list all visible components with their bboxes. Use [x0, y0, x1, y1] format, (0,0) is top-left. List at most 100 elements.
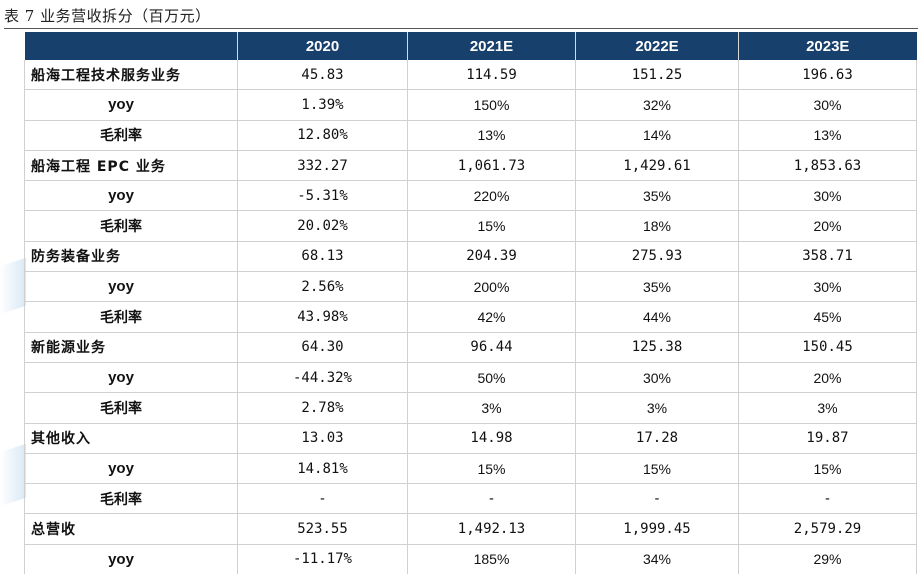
value-cell: 3% — [575, 392, 739, 424]
value-cell: 125.38 — [575, 331, 739, 363]
value-cell: 44% — [575, 301, 739, 333]
value-cell: 34% — [575, 543, 739, 574]
row-label: 毛利率 — [24, 392, 238, 424]
value-cell: 18% — [575, 210, 739, 242]
value-cell: 185% — [407, 543, 576, 574]
row-label: 船海工程 EPC 业务 — [24, 149, 238, 181]
table-row: 毛利率 2.78% 3% 3% 3% — [24, 392, 917, 424]
table-row: 其他收入 13.03 14.98 17.28 19.87 — [24, 422, 917, 454]
header-cell-blank — [24, 32, 238, 60]
value-cell: 42% — [407, 301, 576, 333]
value-cell: 30% — [575, 361, 739, 393]
value-cell: -44.32% — [237, 361, 408, 393]
value-cell: -5.31% — [237, 180, 408, 211]
value-cell: 150.45 — [738, 331, 917, 363]
value-cell: 220% — [407, 180, 576, 211]
value-cell: 15% — [575, 452, 739, 484]
row-label: 毛利率 — [24, 301, 238, 333]
table-header-row: 2020 2021E 2022E 2023E — [24, 32, 917, 60]
value-cell: 14% — [575, 119, 739, 151]
table-row: yoy -5.31% 220% 35% 30% — [24, 180, 917, 211]
value-cell: 2.56% — [237, 271, 408, 302]
row-label: yoy — [24, 452, 238, 484]
table-row: 毛利率 - - - - — [24, 483, 917, 514]
value-cell: 64.30 — [237, 331, 408, 363]
background-watermark-stripe — [0, 443, 26, 507]
value-cell: 96.44 — [407, 331, 576, 363]
value-cell: - — [407, 483, 576, 514]
table-row: 毛利率 20.02% 15% 18% 20% — [24, 210, 917, 242]
value-cell: 275.93 — [575, 240, 739, 272]
value-cell: 50% — [407, 361, 576, 393]
value-cell: 3% — [738, 392, 917, 424]
table-row: 毛利率 43.98% 42% 44% 45% — [24, 301, 917, 333]
header-cell-year: 2023E — [738, 32, 917, 60]
value-cell: 30% — [738, 89, 917, 121]
value-cell: 151.25 — [575, 60, 739, 90]
value-cell: 45% — [738, 301, 917, 333]
row-label: yoy — [24, 271, 238, 302]
value-cell: 32% — [575, 89, 739, 121]
row-label: 新能源业务 — [24, 331, 238, 363]
table-row: yoy 14.81% 15% 15% 15% — [24, 452, 917, 484]
value-cell: 13.03 — [237, 422, 408, 454]
value-cell: 1.39% — [237, 89, 408, 121]
value-cell: 45.83 — [237, 60, 408, 90]
value-cell: 1,061.73 — [407, 149, 576, 181]
row-label: 毛利率 — [24, 483, 238, 514]
value-cell: 204.39 — [407, 240, 576, 272]
revenue-breakdown-table: 2020 2021E 2022E 2023E 船海工程技术服务业务 45.83 11… — [24, 32, 917, 574]
value-cell: 1,429.61 — [575, 149, 739, 181]
value-cell: 68.13 — [237, 240, 408, 272]
value-cell: 150% — [407, 89, 576, 121]
table-row: yoy -11.17% 185% 34% 29% — [24, 543, 917, 574]
row-label: 总营收 — [24, 513, 238, 545]
value-cell: 12.80% — [237, 119, 408, 151]
value-cell: 196.63 — [738, 60, 917, 90]
row-label: 毛利率 — [24, 119, 238, 151]
row-label: 其他收入 — [24, 422, 238, 454]
value-cell: 1,492.13 — [407, 513, 576, 545]
value-cell: 13% — [738, 119, 917, 151]
value-cell: 358.71 — [738, 240, 917, 272]
value-cell: 2.78% — [237, 392, 408, 424]
table-caption: 表 7 业务营收拆分（百万元） — [4, 7, 211, 25]
value-cell: 3% — [407, 392, 576, 424]
value-cell: 200% — [407, 271, 576, 302]
value-cell: 17.28 — [575, 422, 739, 454]
caption-rule — [4, 28, 918, 29]
value-cell: 20% — [738, 210, 917, 242]
row-label: yoy — [24, 361, 238, 393]
row-label: 船海工程技术服务业务 — [24, 60, 238, 90]
value-cell: 523.55 — [237, 513, 408, 545]
table-row: 船海工程技术服务业务 45.83 114.59 151.25 196.63 — [24, 60, 917, 90]
value-cell: 14.98 — [407, 422, 576, 454]
row-label: yoy — [24, 89, 238, 121]
value-cell: 20.02% — [237, 210, 408, 242]
value-cell: 332.27 — [237, 149, 408, 181]
background-watermark-stripe — [0, 257, 26, 315]
table-row: yoy -44.32% 50% 30% 20% — [24, 361, 917, 393]
value-cell: 114.59 — [407, 60, 576, 90]
value-cell: 1,999.45 — [575, 513, 739, 545]
header-cell-year: 2020 — [237, 32, 408, 60]
table-row: yoy 1.39% 150% 32% 30% — [24, 89, 917, 121]
value-cell: 35% — [575, 180, 739, 211]
value-cell: 19.87 — [738, 422, 917, 454]
value-cell: 15% — [407, 210, 576, 242]
table-row: 船海工程 EPC 业务 332.27 1,061.73 1,429.61 1,853.6… — [24, 149, 917, 181]
header-cell-year: 2022E — [575, 32, 739, 60]
value-cell: 30% — [738, 271, 917, 302]
value-cell: 15% — [738, 452, 917, 484]
value-cell: - — [575, 483, 739, 514]
value-cell: 43.98% — [237, 301, 408, 333]
value-cell: - — [738, 483, 917, 514]
table-row: 防务装备业务 68.13 204.39 275.93 358.71 — [24, 240, 917, 272]
value-cell: 2,579.29 — [738, 513, 917, 545]
row-label: 毛利率 — [24, 210, 238, 242]
row-label: yoy — [24, 180, 238, 211]
value-cell: 14.81% — [237, 452, 408, 484]
value-cell: 1,853.63 — [738, 149, 917, 181]
value-cell: - — [237, 483, 408, 514]
table-row: 总营收 523.55 1,492.13 1,999.45 2,579.29 — [24, 513, 917, 545]
